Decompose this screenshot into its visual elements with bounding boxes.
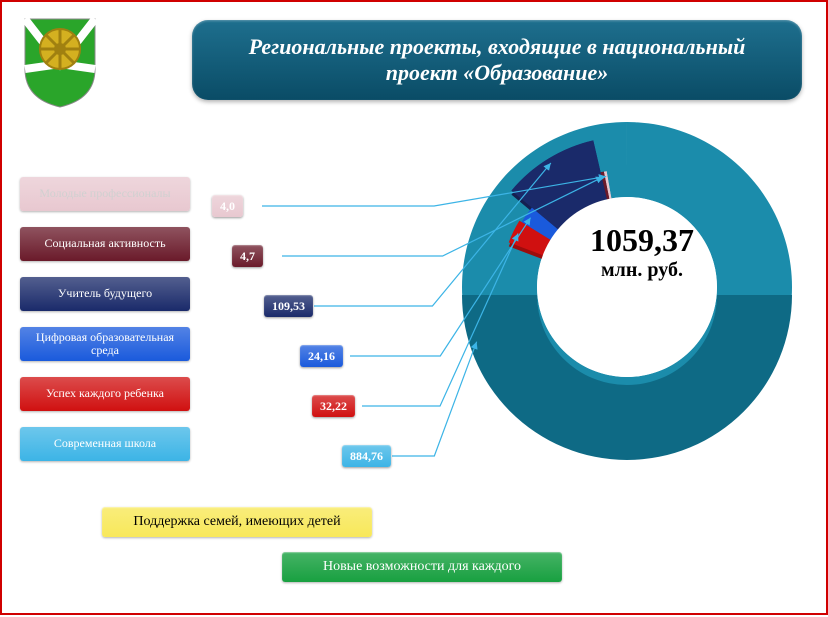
value-chip: 32,22	[312, 395, 355, 417]
legend-item: Социальная активность	[20, 227, 190, 261]
value-chip: 109,53	[264, 295, 313, 317]
legend-item: Успех каждого ребенка	[20, 377, 190, 411]
legend-item: Учитель будущего	[20, 277, 190, 311]
donut-chart	[442, 122, 812, 462]
page-title: Региональные проекты, входящие в национа…	[192, 20, 802, 100]
value-chip: 4,0	[212, 195, 243, 217]
value-chip: 884,76	[342, 445, 391, 467]
value-chip: 4,7	[232, 245, 263, 267]
legend-item: Современная школа	[20, 427, 190, 461]
bottom-category: Поддержка семей, имеющих детей	[102, 507, 372, 537]
legend-item: Молодые профессионалы	[20, 177, 190, 211]
crest-emblem	[20, 14, 100, 109]
donut-center-label: 1059,37 млн. руб.	[557, 222, 727, 282]
value-chip: 24,16	[300, 345, 343, 367]
center-value: 1059,37	[557, 222, 727, 259]
center-unit: млн. руб.	[557, 259, 727, 282]
bottom-category: Новые возможности для каждого	[282, 552, 562, 582]
legend-item: Цифровая образовательная среда	[20, 327, 190, 361]
